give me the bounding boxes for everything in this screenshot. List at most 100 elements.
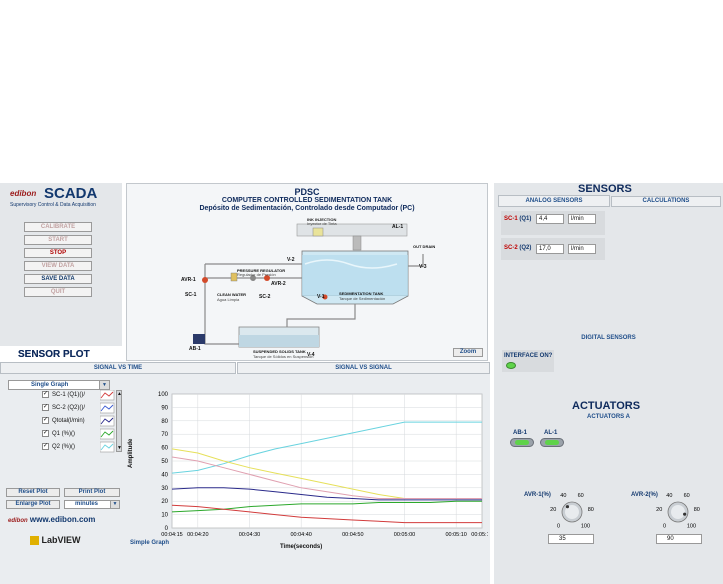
knob-face bbox=[565, 505, 579, 519]
legend-label: SC-1 (Q1)()/ bbox=[52, 392, 85, 398]
sensor-plot-title: SENSOR PLOT bbox=[18, 349, 90, 360]
knob-face bbox=[671, 505, 685, 519]
legend-scrollbar[interactable]: ▲ ▼ bbox=[116, 390, 122, 452]
label-clean-water-es: Agua Limpia bbox=[217, 297, 240, 302]
y-tick-label: 90 bbox=[161, 405, 168, 411]
tab-signal-vs-signal[interactable]: SIGNAL VS SIGNAL bbox=[237, 362, 490, 374]
knob-scale-label: 40 bbox=[666, 493, 672, 499]
label-sc2: SC-2 bbox=[259, 294, 271, 300]
legend-item-sc2[interactable]: ✓ SC-2 (Q2)()/ bbox=[42, 403, 85, 413]
labview-text: LabVIEW bbox=[41, 535, 81, 545]
knob-value-avr1-text: 35 bbox=[559, 536, 566, 542]
knob-scale-label: 80 bbox=[588, 507, 594, 513]
checkbox-icon[interactable]: ✓ bbox=[42, 390, 49, 398]
diagram-subtitle: COMPUTER CONTROLLED SEDIMENTATION TANK bbox=[221, 197, 393, 204]
tab-analog-sensors[interactable]: ANALOG SENSORS bbox=[498, 195, 610, 207]
y-tick-label: 20 bbox=[161, 499, 168, 505]
start-button[interactable]: START bbox=[24, 235, 92, 245]
knob-pointer bbox=[565, 505, 570, 509]
legend-item-qtotal[interactable]: ✓ Qtotal(l/min) bbox=[42, 416, 85, 426]
quit-button[interactable]: QUIT bbox=[24, 287, 92, 297]
sensor-value-sc1: 4,4 bbox=[536, 214, 564, 224]
switch-label-ab1: AB-1 bbox=[513, 430, 528, 436]
calibrate-button[interactable]: CALIBRATE bbox=[24, 222, 92, 232]
scroll-down-icon[interactable]: ▼ bbox=[117, 445, 122, 451]
sensor-unit-sc2: l/min bbox=[568, 244, 596, 254]
chevron-down-icon: ▼ bbox=[110, 501, 119, 508]
label-v2: V-2 bbox=[287, 257, 295, 263]
scada-title: SCADA bbox=[44, 185, 98, 202]
sensors-panel: SENSORS ANALOG SENSORS CALCULATIONS SC-1… bbox=[494, 183, 723, 398]
legend-label: Q1 (%)() bbox=[52, 431, 75, 437]
time-unit-select[interactable]: minutes ▼ bbox=[64, 500, 120, 509]
label-sed-tank-es: Tanque de Sedimentación bbox=[339, 296, 386, 301]
legend-item-q2[interactable]: ✓ Q2 (%)() bbox=[42, 442, 75, 452]
y-tick-label: 100 bbox=[158, 392, 169, 398]
knob-avr2[interactable]: 0 20 40 60 80 100 bbox=[650, 488, 706, 534]
legend-swatch-line bbox=[100, 430, 114, 438]
label-v1: V-1 bbox=[317, 294, 325, 300]
knob-label-avr2: AVR-2(%) bbox=[631, 492, 658, 498]
switch-al1[interactable] bbox=[540, 438, 564, 447]
control-panel: edibon SCADA Supervisory Control & Data … bbox=[0, 183, 122, 360]
label-al1: AL-1 bbox=[392, 224, 404, 230]
series-line-2 bbox=[171, 456, 482, 499]
legend-item-sc1[interactable]: ✓ SC-1 (Q1)()/ bbox=[42, 390, 85, 400]
sensor-unit-sc1: l/min bbox=[568, 214, 596, 224]
print-plot-button[interactable]: Print Plot bbox=[64, 488, 120, 497]
knob-value-avr2[interactable]: 90 bbox=[656, 534, 702, 544]
checkbox-icon[interactable]: ✓ bbox=[42, 429, 49, 437]
reset-plot-button[interactable]: Reset Plot bbox=[6, 488, 60, 497]
label-ink-injection: INK INJECTION bbox=[307, 217, 337, 222]
knob-avr1[interactable]: 0 20 40 60 80 100 bbox=[544, 488, 600, 534]
switch-ab1[interactable] bbox=[510, 438, 534, 447]
sensor-tag-sc1: SC-1 (Q1) bbox=[504, 216, 532, 222]
checkbox-icon[interactable]: ✓ bbox=[42, 416, 49, 424]
legend-label: Q2 (%)() bbox=[52, 444, 75, 450]
diagram-subtitle-es: Depósito de Sedimentación, Controlado de… bbox=[199, 205, 415, 212]
label-ab1: AB-1 bbox=[189, 346, 201, 352]
knob-scale-label: 0 bbox=[557, 523, 560, 529]
zoom-button[interactable]: Zoom bbox=[453, 348, 483, 357]
label-pressure-reg: PRESSURE REGULATOR bbox=[237, 268, 286, 273]
tab-signal-vs-time[interactable]: SIGNAL VS TIME bbox=[0, 362, 236, 374]
knob-label-avr1: AVR-1(%) bbox=[524, 492, 551, 498]
knob-scale-label: 40 bbox=[560, 493, 566, 499]
view-data-button[interactable]: VIEW DATA bbox=[24, 261, 92, 271]
legend-item-q1[interactable]: ✓ Q1 (%)() bbox=[42, 429, 75, 439]
label-sc1: SC-1 bbox=[185, 292, 197, 298]
chevron-down-icon: ▼ bbox=[99, 381, 109, 389]
x-tick-label: 00:05:15 bbox=[471, 532, 488, 538]
label-avr1: AVR-1 bbox=[181, 277, 196, 283]
y-tick-label: 70 bbox=[161, 432, 168, 438]
edibon-logo: edibon bbox=[10, 189, 37, 198]
sensor-plot-heading: SENSOR PLOT bbox=[18, 349, 90, 360]
series-line-5 bbox=[171, 504, 482, 524]
legend-swatch-line bbox=[100, 443, 114, 451]
digital-sensors-title: DIGITAL SENSORS bbox=[581, 335, 636, 341]
stop-button[interactable]: STOP bbox=[24, 248, 92, 258]
labview-icon bbox=[30, 536, 39, 546]
knob-pointer bbox=[683, 512, 687, 516]
label-v4: V-4 bbox=[307, 352, 315, 358]
y-tick-label: 30 bbox=[161, 486, 168, 492]
actuators-subtitle: ACTUATORS A bbox=[587, 414, 630, 420]
graph-mode-select[interactable]: Single Graph ▼ bbox=[8, 380, 110, 390]
knob-scale-label: 100 bbox=[687, 523, 696, 529]
actuators-panel: ACTUATORS ACTUATORS A AB-1 AL-1 AVR-1(%)… bbox=[494, 398, 723, 584]
switch-label-al1: AL-1 bbox=[544, 430, 558, 436]
label-susp-tank-es: Tanque de Sólidos en Suspensión bbox=[253, 354, 314, 359]
checkbox-icon[interactable]: ✓ bbox=[42, 403, 49, 411]
enlarge-plot-button[interactable]: Enlarge Plot bbox=[6, 500, 60, 509]
tab-calculations[interactable]: CALCULATIONS bbox=[611, 196, 721, 207]
interface-led-icon bbox=[506, 362, 516, 369]
save-data-button[interactable]: SAVE DATA bbox=[24, 274, 92, 284]
y-tick-label: 10 bbox=[161, 513, 168, 519]
x-tick-label: 00:05:00 bbox=[394, 532, 415, 538]
signal-chart: 0 10 20 30 40 50 60 70 80 90 100 00:04:15 00:04:20 00… bbox=[158, 392, 488, 538]
edibon-website: edibon www.edibon.com bbox=[8, 515, 95, 524]
legend-swatches bbox=[100, 390, 115, 453]
checkbox-icon[interactable]: ✓ bbox=[42, 442, 49, 450]
scroll-up-icon[interactable]: ▲ bbox=[117, 391, 122, 397]
knob-value-avr1[interactable]: 35 bbox=[548, 534, 594, 544]
